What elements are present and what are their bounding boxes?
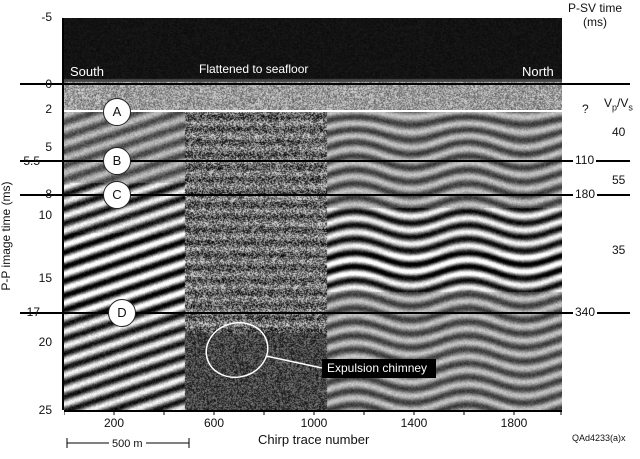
horizon-a-badge: A xyxy=(103,98,131,126)
psv-time-units: (ms) xyxy=(583,15,607,29)
figure-id: QAd4233(a)x xyxy=(572,433,626,443)
y-tick: 15 xyxy=(38,271,52,285)
chimney-label: Expulsion chimney xyxy=(327,361,428,375)
vp-vs-value: 35 xyxy=(612,243,626,257)
horizon-c-line xyxy=(20,194,630,196)
flattened-label: Flattened to seafloor xyxy=(199,62,309,76)
vp-vs-value: 40 xyxy=(612,125,626,139)
horizon-b-badge: B xyxy=(103,147,131,175)
north-label: North xyxy=(522,64,554,79)
horizon-d-line xyxy=(20,312,630,314)
y-axis-label: P-P image time (ms) xyxy=(0,181,13,291)
y-tick: -5 xyxy=(41,10,52,24)
chimney-label-bg xyxy=(322,359,436,378)
psv-a-value: ? xyxy=(580,102,591,116)
x-axis-ticks xyxy=(64,410,562,415)
x-tick: 600 xyxy=(203,416,225,430)
horizon-d-badge: D xyxy=(108,299,136,327)
psv-b-value: 110 xyxy=(573,153,597,167)
y-tick: 25 xyxy=(38,403,52,417)
x-axis-label: Chirp trace number xyxy=(258,432,370,447)
vp-vs-value: 55 xyxy=(612,173,626,187)
y-tick: 0 xyxy=(45,77,52,91)
horizon-a-line xyxy=(64,110,562,112)
x-axis-line xyxy=(64,410,562,412)
chimney-ellipse xyxy=(205,321,269,379)
y-axis-line xyxy=(62,18,64,410)
horizon-b-line xyxy=(20,160,630,162)
horizon-c-badge: C xyxy=(103,181,131,209)
scale-bar-label: 500 m xyxy=(109,438,146,450)
psv-time-title: P-SV time xyxy=(567,1,622,15)
psv-d-value: 340 xyxy=(573,305,598,319)
y-tick: 5 xyxy=(45,140,52,154)
y-tick: 2 xyxy=(45,102,52,116)
chimney-leader xyxy=(265,355,323,369)
x-tick: 1000 xyxy=(300,416,328,430)
x-tick: 1400 xyxy=(400,416,428,430)
psv-c-value: 180 xyxy=(573,187,598,201)
vp-vs-title: Vp/Vs xyxy=(604,96,633,113)
y-tick: 8 xyxy=(45,187,52,201)
y-tick: 5.5 xyxy=(23,154,40,168)
x-tick: 200 xyxy=(103,416,125,430)
south-label: South xyxy=(70,64,104,79)
y-tick: 17 xyxy=(26,305,40,319)
y-tick: 20 xyxy=(38,335,52,349)
seafloor-line xyxy=(20,83,630,85)
x-tick: 1800 xyxy=(500,416,528,430)
y-tick: 10 xyxy=(38,208,52,222)
